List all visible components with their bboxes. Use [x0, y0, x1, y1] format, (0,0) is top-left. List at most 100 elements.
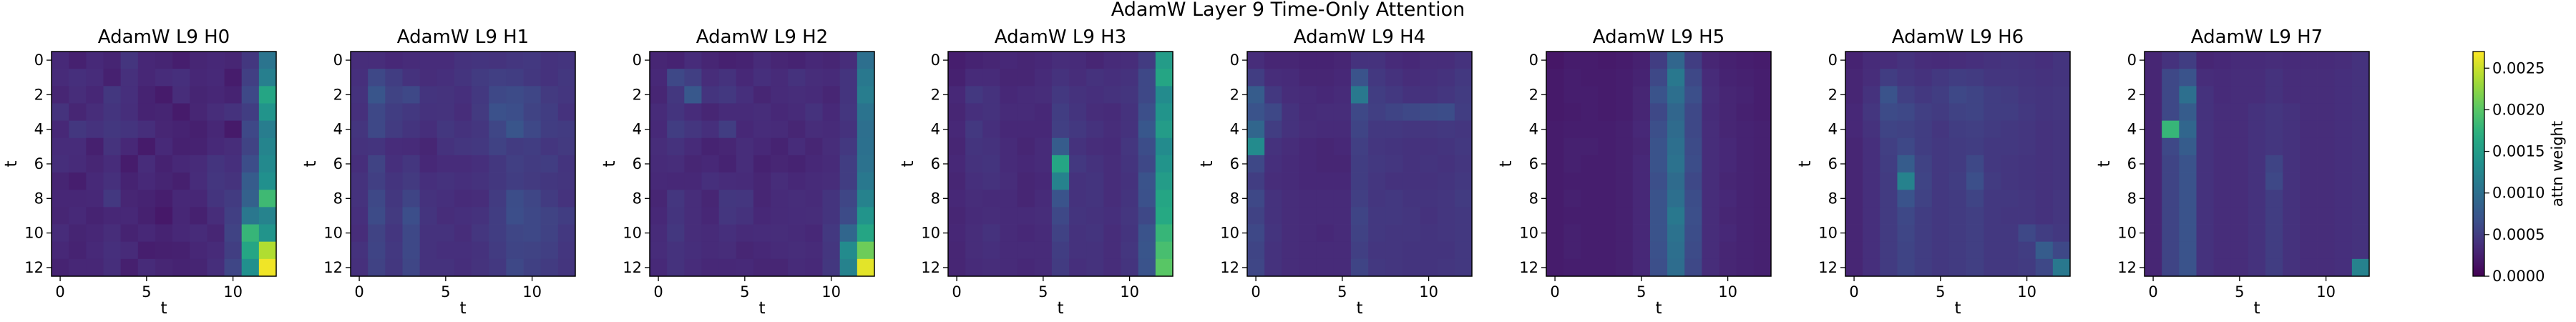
heatmap-cell — [1402, 241, 1420, 260]
heatmap-cell — [207, 52, 225, 69]
heatmap-cell — [190, 258, 208, 277]
heatmap-cell — [137, 69, 156, 87]
heatmap-cell — [1719, 241, 1737, 260]
heatmap-cell — [1385, 137, 1403, 156]
heatmap-cell — [52, 172, 69, 190]
heatmap-cell — [1368, 69, 1386, 87]
heatmap-cell — [1684, 190, 1702, 208]
heatmap-cell — [965, 69, 983, 87]
heatmap-cell — [753, 69, 771, 87]
heatmap-cell — [1897, 103, 1916, 122]
y-tick-label: 8 — [633, 190, 642, 207]
heatmap-cell — [1086, 224, 1104, 243]
heatmap-cell — [351, 155, 369, 173]
heatmap-cell — [1247, 137, 1265, 156]
heatmap-cell — [1702, 120, 1719, 139]
heatmap-cell — [2162, 224, 2180, 243]
heatmap-cell — [1719, 224, 1737, 243]
heatmap-cell — [718, 241, 737, 260]
heatmap-cell — [1563, 86, 1581, 104]
heatmap-cell — [1615, 224, 1634, 243]
heatmap-cell — [241, 52, 260, 69]
heatmap-cell — [557, 241, 576, 260]
heatmap-cell — [1350, 172, 1369, 190]
heatmap-cell — [2265, 86, 2283, 104]
heatmap-cell — [1121, 52, 1139, 69]
heatmap-cell — [1863, 120, 1880, 139]
heatmap-cell — [2052, 224, 2071, 243]
heatmap-cell — [822, 258, 841, 277]
heatmap-cell — [1563, 103, 1581, 122]
heatmap-cell — [1684, 137, 1702, 156]
colorbar-tick-label: 0.0010 — [2492, 185, 2545, 202]
heatmap-cell — [1581, 207, 1599, 225]
heatmap-cell — [667, 137, 685, 156]
heatmap-cell — [684, 155, 702, 173]
heatmap-cell — [1051, 52, 1070, 69]
heatmap-cell — [1581, 103, 1599, 122]
y-tick-label: 2 — [2127, 86, 2137, 103]
heatmap-cell — [1437, 258, 1455, 277]
heatmap-cell — [1420, 52, 1438, 69]
heatmap-cell — [402, 258, 421, 277]
heatmap-cell — [2162, 207, 2180, 225]
heatmap-cell — [1034, 172, 1053, 190]
heatmap-cell — [1138, 190, 1156, 208]
heatmap-cell — [1649, 241, 1668, 260]
heatmap-cell — [1914, 155, 1933, 173]
heatmap-cell — [2018, 224, 2036, 243]
heatmap-cell — [753, 120, 771, 139]
heatmap-cell — [1034, 120, 1053, 139]
heatmap-cell — [1966, 52, 1984, 69]
heatmap-cell — [2162, 155, 2180, 173]
heatmap-cell — [419, 86, 438, 104]
heatmap-cell — [1350, 190, 1369, 208]
heatmap-cell — [1897, 52, 1916, 69]
heatmap-cell — [1931, 120, 1950, 139]
heatmap-cell — [771, 224, 789, 243]
heatmap-cell — [1051, 172, 1070, 190]
heatmap-cell — [1385, 207, 1403, 225]
heatmap-cell — [753, 258, 771, 277]
heatmap-cell — [2334, 155, 2353, 173]
heatmap-cell — [1086, 172, 1104, 190]
heatmap-cell — [368, 172, 386, 190]
heatmap-cell — [137, 241, 156, 260]
heatmap-cell — [172, 120, 190, 139]
y-tick-label: 4 — [633, 121, 642, 138]
heatmap-cell — [2317, 207, 2336, 225]
heatmap-cell — [701, 190, 720, 208]
heatmap-cell — [1051, 137, 1070, 156]
heatmap-cell — [506, 241, 524, 260]
heatmap-cell — [137, 207, 156, 225]
heatmap-cell — [1051, 103, 1070, 122]
heatmap-cell — [1948, 155, 1967, 173]
heatmap-cell — [839, 207, 858, 225]
heatmap-cell — [788, 52, 806, 69]
heatmap-cell — [2018, 120, 2036, 139]
heatmap-cell — [258, 172, 277, 190]
heatmap-cell — [650, 52, 668, 69]
heatmap-cell — [667, 190, 685, 208]
heatmap-cell — [1702, 137, 1719, 156]
heatmap-cell — [2145, 69, 2162, 87]
heatmap-cell — [1931, 155, 1950, 173]
heatmap-cell — [1247, 103, 1265, 122]
heatmap-cell — [190, 172, 208, 190]
y-tick-label: 10 — [1220, 225, 1239, 242]
heatmap-cell — [1368, 172, 1386, 190]
heatmap-cell — [965, 224, 983, 243]
heatmap-cell — [2300, 155, 2318, 173]
heatmap-cell — [2035, 190, 2054, 208]
heatmap-cell — [839, 172, 858, 190]
panel-title: AdamW L9 H4 — [1294, 26, 1425, 48]
heatmap-cell — [948, 155, 966, 173]
heatmap-cell — [1615, 258, 1634, 277]
heatmap-cell — [965, 155, 983, 173]
heatmap-cell — [2145, 207, 2162, 225]
heatmap-cell — [684, 241, 702, 260]
heatmap-cell — [137, 224, 156, 243]
heatmap-cell — [839, 52, 858, 69]
heatmap-cell — [402, 137, 421, 156]
heatmap-cell — [1702, 52, 1719, 69]
